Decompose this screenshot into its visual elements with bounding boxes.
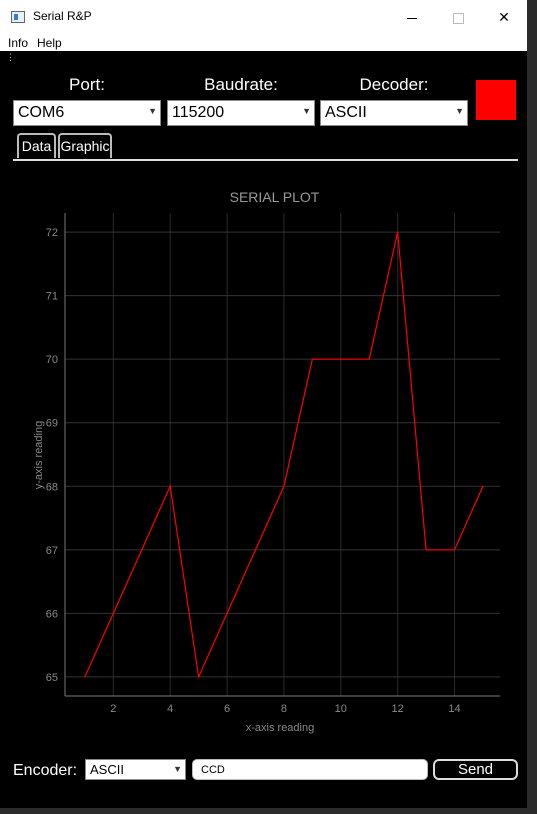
minimize-icon	[407, 17, 417, 19]
encoder-select-value: ASCII	[90, 762, 124, 777]
close-button[interactable]: ✕	[481, 0, 527, 34]
x-tick-label: 6	[224, 703, 230, 715]
menu-info[interactable]: Info	[8, 36, 29, 50]
y-tick-label: 68	[46, 481, 58, 493]
encoder-select[interactable]: ASCII ▼	[85, 759, 186, 780]
decoder-select-value: ASCII	[325, 104, 367, 121]
data-point	[141, 549, 143, 551]
tab-bar-divider	[13, 159, 518, 161]
tab-data[interactable]: Data	[17, 133, 56, 158]
data-point	[169, 485, 171, 487]
x-tick-label: 14	[448, 703, 460, 715]
chevron-down-icon: ▼	[302, 106, 311, 116]
data-point	[226, 612, 228, 614]
data-point	[425, 549, 427, 551]
data-point	[112, 612, 114, 614]
app-icon	[11, 11, 25, 23]
baudrate-select[interactable]: 115200 ▼	[167, 100, 315, 126]
x-tick-label: 2	[110, 703, 116, 715]
y-tick-label: 66	[46, 608, 58, 620]
chevron-down-icon: ▼	[455, 106, 464, 116]
data-point	[254, 549, 257, 551]
port-label: Port:	[69, 75, 105, 94]
tab-graphic[interactable]: Graphic	[58, 133, 112, 158]
window-title: Serial R&P	[33, 9, 92, 23]
send-input[interactable]	[192, 759, 428, 780]
encoder-label: Encoder:	[13, 762, 78, 779]
x-tick-label: 8	[281, 703, 287, 715]
chart-title: SERIAL PLOT	[230, 189, 320, 205]
menu-help[interactable]: Help	[37, 36, 62, 50]
y-tick-label: 67	[46, 545, 58, 557]
y-tick-label: 69	[46, 418, 58, 430]
port-select[interactable]: COM6 ▼	[13, 100, 161, 126]
maximize-button[interactable]	[435, 0, 481, 34]
connection-status-indicator	[476, 80, 516, 120]
plot-area	[65, 213, 500, 696]
y-tick-label: 72	[46, 227, 58, 239]
y-axis-label: y-axis reading	[33, 421, 45, 489]
minimize-button[interactable]	[389, 0, 435, 34]
port-select-value: COM6	[18, 104, 65, 121]
chevron-down-icon: ▼	[148, 106, 157, 116]
y-tick-label: 71	[46, 291, 58, 303]
window-border-right	[527, 0, 537, 814]
data-point	[311, 358, 313, 360]
decoder-select[interactable]: ASCII ▼	[320, 100, 468, 126]
menu-bar: Info Help	[0, 34, 527, 53]
close-icon: ✕	[498, 9, 510, 25]
data-point	[453, 549, 456, 551]
toolbar-grip-icon[interactable]: ⋮	[6, 52, 15, 62]
x-axis-label: x-axis reading	[246, 722, 314, 734]
decoder-label: Decoder:	[359, 75, 429, 94]
y-tick-label: 65	[46, 672, 58, 684]
y-tick-label: 70	[46, 354, 58, 366]
title-bar[interactable]: Serial R&P ✕	[0, 0, 527, 34]
data-point	[198, 676, 200, 678]
data-point	[340, 358, 342, 360]
x-tick-label: 12	[392, 703, 404, 715]
data-point	[397, 231, 399, 233]
x-tick-label: 4	[167, 703, 173, 715]
data-point	[283, 485, 285, 487]
send-button[interactable]: Send	[433, 759, 518, 780]
data-point	[84, 676, 86, 678]
data-point	[368, 358, 370, 360]
data-point	[482, 485, 484, 487]
chevron-down-icon: ▼	[173, 764, 182, 774]
maximize-icon	[452, 12, 464, 24]
x-tick-label: 10	[335, 703, 347, 715]
window-border-bottom	[0, 808, 537, 814]
baudrate-label: Baudrate:	[204, 75, 278, 94]
baudrate-select-value: 115200	[172, 104, 225, 121]
